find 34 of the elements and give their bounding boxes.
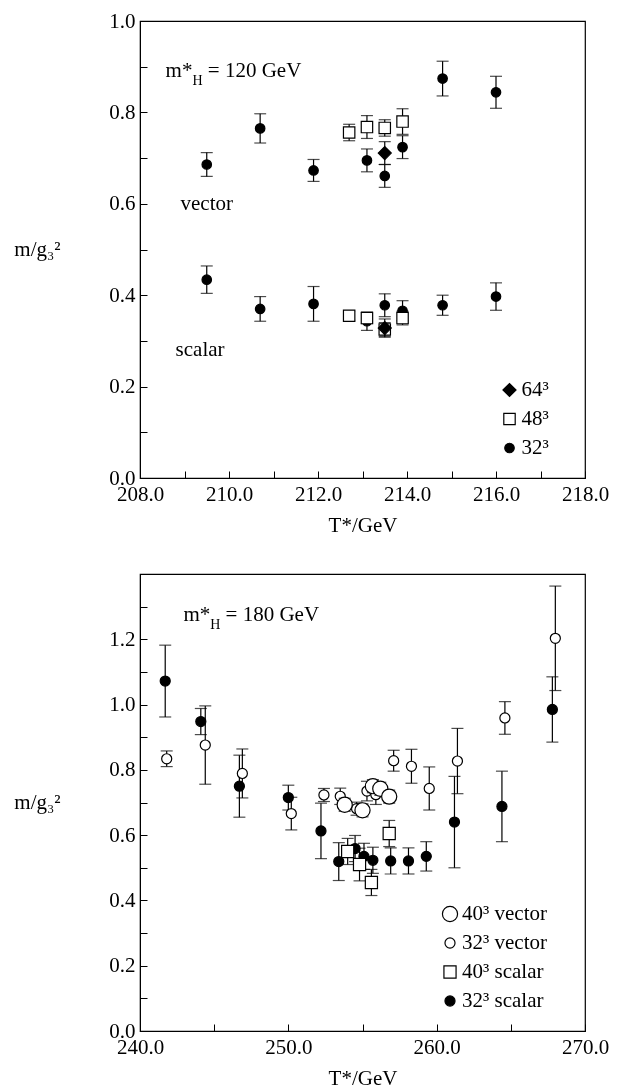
y-axis-title: m/g₃² — [14, 789, 61, 814]
y-tick-label: 0.6 — [108, 822, 136, 847]
x-tick-label: 270.0 — [561, 1034, 609, 1059]
x-tick-label: 250.0 — [264, 1034, 313, 1059]
x-axis-title: T*/GeV — [328, 512, 398, 537]
x-tick-label: 218.0 — [561, 481, 609, 506]
x-tick-label: 260.0 — [413, 1034, 461, 1059]
y-tick-label: 0.4 — [108, 887, 136, 912]
y-tick-label: 1.0 — [108, 8, 136, 33]
y-tick-label: 0.2 — [108, 952, 136, 977]
legend-label: 32³ vector — [461, 929, 547, 954]
legend-label: 48³ — [521, 405, 549, 430]
x-tick-label: 212.0 — [294, 481, 342, 506]
legend-label: 40³ scalar — [461, 958, 544, 983]
y-tick-label: 0.4 — [108, 282, 136, 307]
legend-label: 64³ — [521, 376, 549, 401]
annotation: m*$_{H}$ = 180 GeV — [183, 601, 319, 632]
y-tick-label: 0.6 — [108, 190, 136, 215]
y-tick-label: 0.2 — [108, 373, 136, 398]
annotation: m*$_{H}$ = 120 GeV — [165, 57, 301, 88]
legend-label: 40³ vector — [461, 900, 547, 925]
y-tick-label: 1.2 — [108, 626, 136, 651]
y-tick-label: 1.0 — [108, 691, 136, 716]
x-tick-label: 210.0 — [205, 481, 253, 506]
annotation: vector — [180, 190, 233, 215]
y-tick-label: 0.8 — [108, 99, 136, 124]
x-axis-title: T*/GeV — [328, 1065, 398, 1090]
y-axis-title: m/g₃² — [14, 236, 61, 261]
y-tick-label: 0.8 — [108, 757, 136, 782]
x-tick-label: 216.0 — [472, 481, 520, 506]
legend-label: 32³ — [521, 434, 549, 459]
legend-label: 32³ scalar — [461, 987, 544, 1012]
annotation: scalar — [175, 336, 225, 361]
x-tick-label: 214.0 — [383, 481, 431, 506]
